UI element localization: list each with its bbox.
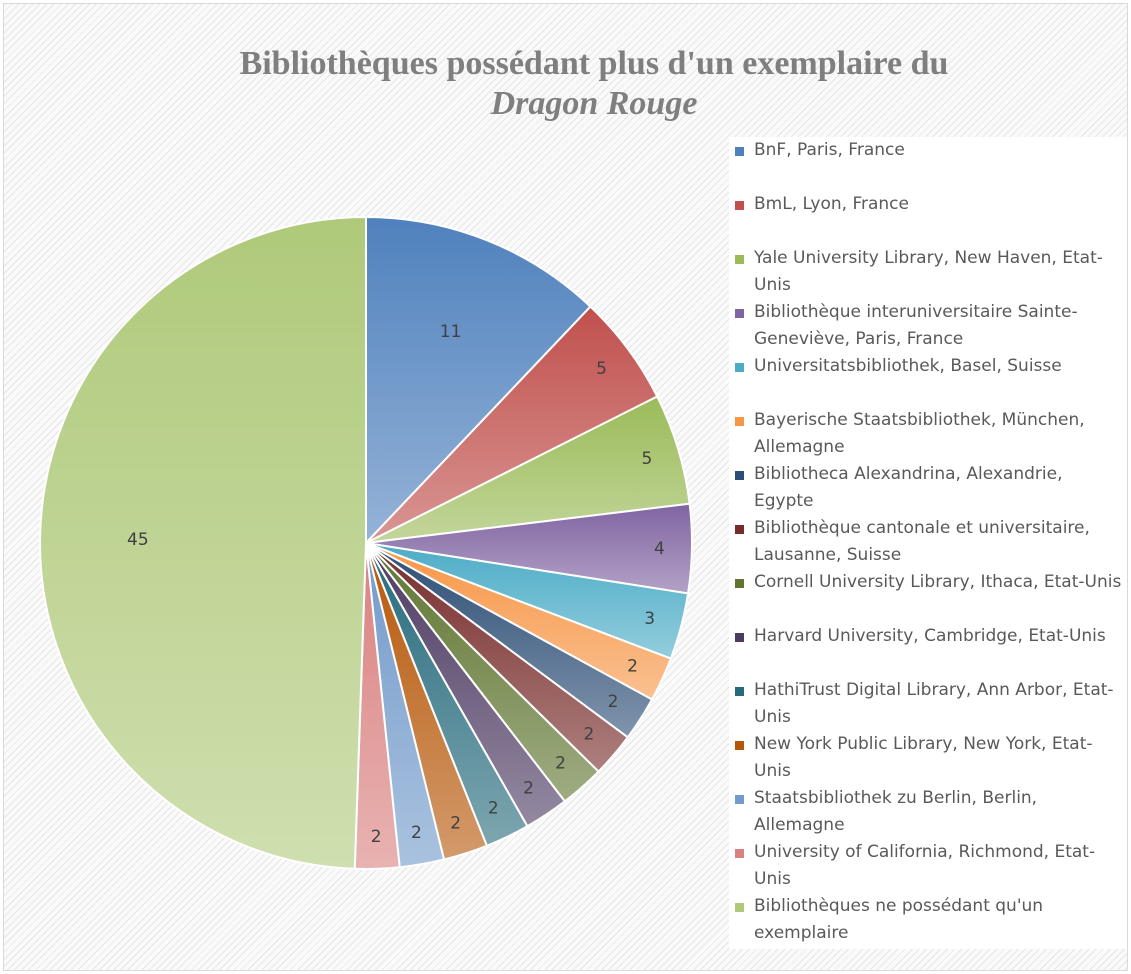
data-label-5: 3 — [644, 609, 655, 629]
legend-swatch-6 — [735, 417, 744, 426]
legend-label-8: Bibliothèque cantonale et universitaire,… — [754, 518, 1090, 565]
chart-area: Bibliothèques possédant plus d'un exempl… — [3, 3, 1128, 971]
legend-item-13: Staatsbibliothek zu Berlin, Berlin, Alle… — [729, 785, 1124, 839]
legend-item-1: BnF, Paris, France — [729, 137, 1124, 164]
legend-label-15: Bibliothèques ne possédant qu'un exempla… — [754, 896, 1044, 943]
legend-item-3: Yale University Library, New Haven, Etat… — [729, 245, 1124, 299]
legend-swatch-14 — [735, 849, 744, 858]
data-label-11: 2 — [488, 798, 499, 818]
legend-item-5: Universitatsbibliothek, Basel, Suisse — [729, 353, 1124, 380]
data-label-2: 5 — [596, 359, 607, 379]
legend-label-3: Yale University Library, New Haven, Etat… — [754, 248, 1103, 295]
legend-swatch-10 — [735, 633, 744, 642]
data-label-1: 11 — [440, 322, 462, 342]
legend-label-12: New York Public Library, New York, Etat-… — [754, 734, 1093, 781]
data-label-4: 4 — [654, 539, 665, 559]
data-label-13: 2 — [411, 823, 422, 843]
legend-label-1: BnF, Paris, France — [754, 140, 905, 160]
legend-swatch-15 — [735, 903, 744, 912]
legend-label-5: Universitatsbibliothek, Basel, Suisse — [754, 356, 1062, 376]
legend-label-10: Harvard University, Cambridge, Etat-Unis — [754, 626, 1106, 646]
legend-item-9: Cornell University Library, Ithaca, Etat… — [729, 569, 1124, 596]
legend-swatch-11 — [735, 687, 744, 696]
chart-title-line-1: Bibliothèques possédant plus d'un exempl… — [239, 45, 949, 82]
pie-slice-15 — [39, 215, 367, 870]
legend-swatch-5 — [735, 363, 744, 372]
pie-slice-1 — [365, 215, 592, 546]
legend-swatch-4 — [735, 309, 744, 318]
legend-swatch-12 — [735, 741, 744, 750]
chart-title: Bibliothèques possédant plus d'un exempl… — [194, 44, 994, 124]
data-label-15: 45 — [127, 530, 149, 550]
legend-item-11: HathiTrust Digital Library, Ann Arbor, E… — [729, 677, 1124, 731]
legend-item-10: Harvard University, Cambridge, Etat-Unis — [729, 623, 1124, 650]
legend-swatch-7 — [735, 471, 744, 480]
legend-item-2: BmL, Lyon, France — [729, 191, 1124, 218]
data-label-3: 5 — [641, 449, 652, 469]
data-label-7: 2 — [608, 692, 619, 712]
data-label-8: 2 — [584, 725, 595, 745]
legend-swatch-1 — [735, 147, 744, 156]
legend-label-14: University of California, Richmond, Etat… — [754, 842, 1096, 889]
legend-item-7: Bibliotheca Alexandrina, Alexandrie, Egy… — [729, 461, 1124, 515]
legend-item-14: University of California, Richmond, Etat… — [729, 839, 1124, 893]
legend-label-2: BmL, Lyon, France — [754, 194, 909, 214]
legend-label-4: Bibliothèque interuniversitaire Sainte-G… — [754, 302, 1078, 349]
data-label-10: 2 — [523, 778, 534, 798]
legend-label-6: Bayerische Staatsbibliothek, München, Al… — [754, 410, 1085, 457]
data-label-14: 2 — [371, 827, 382, 847]
legend-label-9: Cornell University Library, Ithaca, Etat… — [754, 572, 1122, 592]
legend-label-11: HathiTrust Digital Library, Ann Arbor, E… — [754, 680, 1114, 727]
legend-item-6: Bayerische Staatsbibliothek, München, Al… — [729, 407, 1124, 461]
data-label-6: 2 — [627, 657, 638, 677]
legend-label-7: Bibliotheca Alexandrina, Alexandrie, Egy… — [754, 464, 1063, 511]
legend-swatch-8 — [735, 525, 744, 534]
legend-swatch-3 — [735, 255, 744, 264]
legend: BnF, Paris, France BmL, Lyon, France Yale … — [729, 137, 1127, 949]
legend-item-8: Bibliothèque cantonale et universitaire,… — [729, 515, 1124, 569]
legend-item-12: New York Public Library, New York, Etat-… — [729, 731, 1124, 785]
legend-item-4: Bibliothèque interuniversitaire Sainte-G… — [729, 299, 1124, 353]
legend-label-13: Staatsbibliothek zu Berlin, Berlin, Alle… — [754, 788, 1038, 835]
legend-item-15: Bibliothèques ne possédant qu'un exempla… — [729, 893, 1124, 947]
legend-swatch-9 — [735, 579, 744, 588]
legend-swatch-2 — [735, 201, 744, 210]
data-label-12: 2 — [450, 813, 461, 833]
chart-title-line-2: Dragon Rouge — [490, 85, 698, 122]
legend-swatch-13 — [735, 795, 744, 804]
data-label-9: 2 — [555, 754, 566, 774]
